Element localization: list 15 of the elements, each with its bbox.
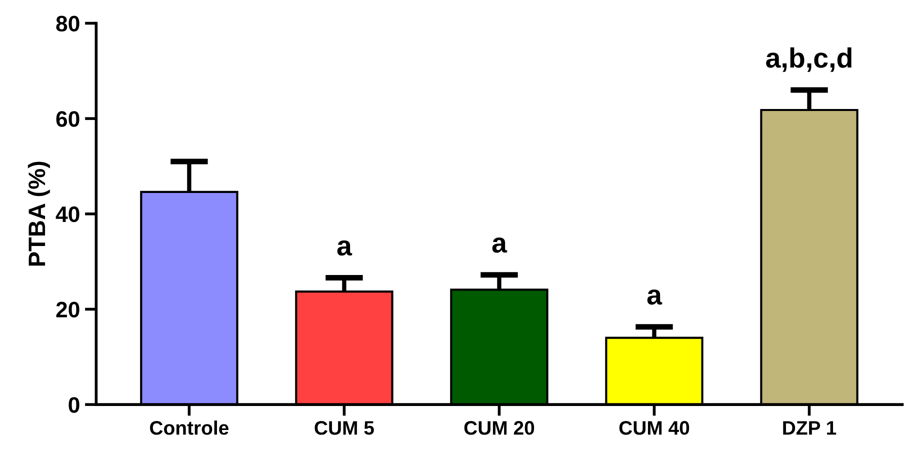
y-tick-label: 60 xyxy=(56,111,80,127)
annotation: a xyxy=(647,289,662,305)
annotation: a xyxy=(337,240,352,256)
y-tick-label: 40 xyxy=(56,206,80,222)
x-tick-label: CUM 5 xyxy=(314,421,374,435)
x-tick-label: DZP 1 xyxy=(783,421,836,435)
x-tick-label: Controle xyxy=(150,420,228,435)
annotation: a xyxy=(492,238,508,253)
x-tick-label: CUM 40 xyxy=(619,421,690,435)
annotation: a,b,c,d xyxy=(766,47,852,72)
y-tick-label: 20 xyxy=(56,302,80,318)
x-tick-label: CUM 20 xyxy=(464,421,534,435)
y-axis-title: PTBA (%) xyxy=(28,162,50,266)
y-tick-label: 80 xyxy=(56,16,80,32)
y-tick-label: 0 xyxy=(68,397,80,413)
